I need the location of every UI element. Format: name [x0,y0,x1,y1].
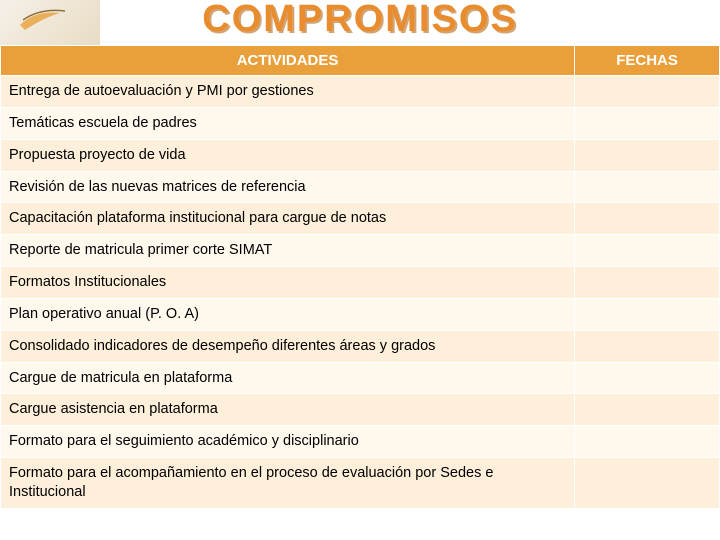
table-row: Plan operativo anual (P. O. A) [1,298,720,330]
cell-actividad: Cargue asistencia en plataforma [1,394,575,426]
cell-fecha [575,330,720,362]
cell-actividad: Cargue de matricula en plataforma [1,362,575,394]
cell-actividad: Consolidado indicadores de desempeño dif… [1,330,575,362]
cell-fecha [575,107,720,139]
cell-fecha [575,394,720,426]
cell-fecha [575,298,720,330]
cell-fecha [575,171,720,203]
cell-fecha [575,458,720,509]
cell-actividad: Reporte de matricula primer corte SIMAT [1,235,575,267]
table-row: Entrega de autoevaluación y PMI por gest… [1,76,720,108]
cell-actividad: Entrega de autoevaluación y PMI por gest… [1,76,575,108]
cell-actividad: Formato para el seguimiento académico y … [1,426,575,458]
table-row: Cargue asistencia en plataforma [1,394,720,426]
cell-fecha [575,76,720,108]
cell-fecha [575,362,720,394]
cell-fecha [575,267,720,299]
cell-actividad: Temáticas escuela de padres [1,107,575,139]
table-row: Revisión de las nuevas matrices de refer… [1,171,720,203]
table-row: Consolidado indicadores de desempeño dif… [1,330,720,362]
compromisos-table: ACTIVIDADES FECHAS Entrega de autoevalua… [0,45,720,509]
cell-actividad: Capacitación plataforma institucional pa… [1,203,575,235]
cell-actividad: Propuesta proyecto de vida [1,139,575,171]
cell-actividad: Formato para el acompañamiento en el pro… [1,458,575,509]
table-row: Cargue de matricula en plataforma [1,362,720,394]
cell-fecha [575,426,720,458]
cell-fecha [575,139,720,171]
cell-actividad: Plan operativo anual (P. O. A) [1,298,575,330]
table-row: Reporte de matricula primer corte SIMAT [1,235,720,267]
column-header-fechas: FECHAS [575,46,720,76]
table-row: Formato para el seguimiento académico y … [1,426,720,458]
table-body: Entrega de autoevaluación y PMI por gest… [1,76,720,509]
table-row: Propuesta proyecto de vida [1,139,720,171]
cell-fecha [575,203,720,235]
table-row: Temáticas escuela de padres [1,107,720,139]
page-title: COMPROMISOS [0,0,720,41]
column-header-actividades: ACTIVIDADES [1,46,575,76]
table-row: Capacitación plataforma institucional pa… [1,203,720,235]
cell-actividad: Formatos Institucionales [1,267,575,299]
table-row: Formato para el acompañamiento en el pro… [1,458,720,509]
cell-fecha [575,235,720,267]
cell-actividad: Revisión de las nuevas matrices de refer… [1,171,575,203]
table-row: Formatos Institucionales [1,267,720,299]
compromisos-table-container: ACTIVIDADES FECHAS Entrega de autoevalua… [0,45,720,509]
